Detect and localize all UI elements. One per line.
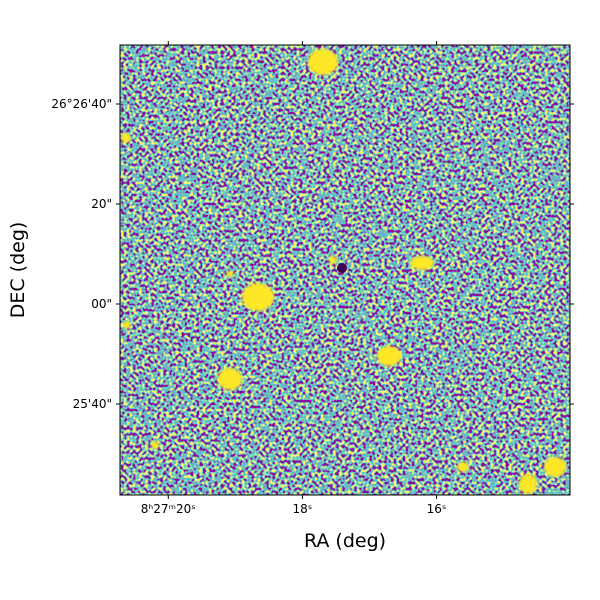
x-tick-label: 16ˢ [427, 502, 447, 516]
source [410, 256, 434, 270]
source [519, 474, 537, 494]
axes-frame [119, 44, 571, 496]
source [123, 321, 131, 329]
y-tick-label: 25'40" [73, 397, 112, 411]
source [242, 283, 274, 311]
y-axis-label: DEC (deg) [7, 222, 29, 319]
source [308, 49, 338, 75]
dark-spot [337, 263, 347, 273]
source [544, 457, 566, 477]
source [121, 133, 131, 143]
source [329, 256, 337, 264]
source [226, 271, 234, 277]
y-tick-label: 20" [91, 197, 112, 211]
sky-image [120, 45, 570, 495]
source [457, 462, 469, 472]
y-tick-label: 26°26'40" [51, 97, 112, 111]
source [377, 346, 401, 366]
sources [121, 49, 566, 494]
source [151, 441, 159, 449]
x-tick-label: 8ʰ27ᵐ20ˢ [141, 502, 196, 516]
x-tick-label: 18ˢ [293, 502, 313, 516]
y-tick-label: 00" [91, 297, 112, 311]
x-axis-label: RA (deg) [304, 530, 386, 552]
source [218, 368, 242, 390]
